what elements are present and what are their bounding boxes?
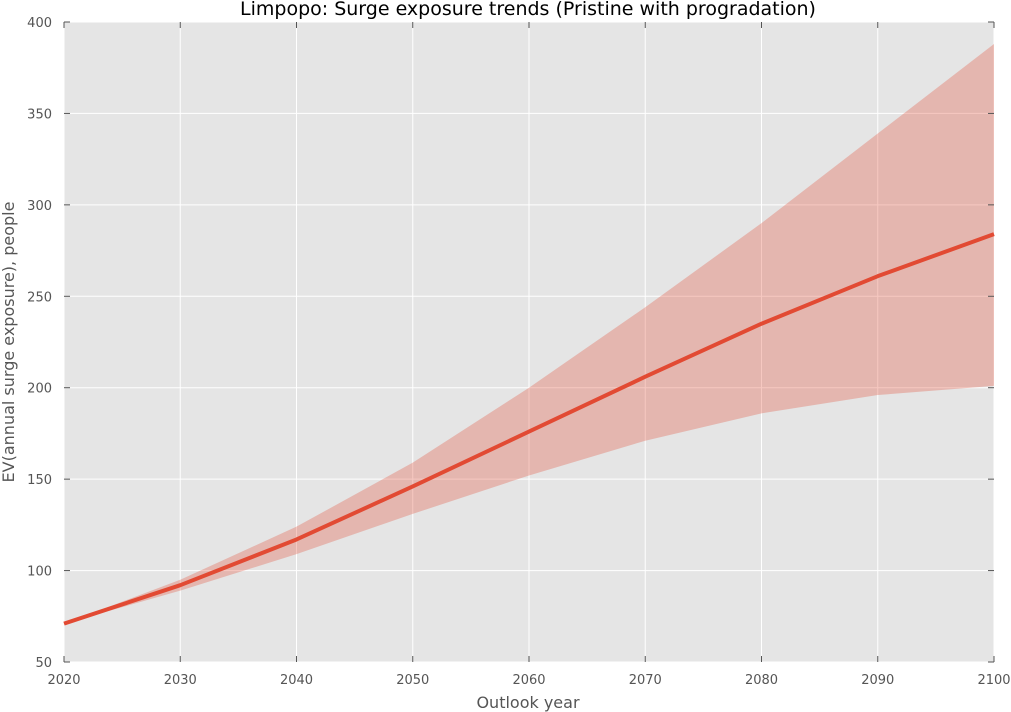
y-tick-labels: 50 100 150 200 250 300 350 400: [27, 16, 52, 671]
x-tick-label: 2020: [47, 673, 80, 688]
y-tick-label: 300: [27, 199, 52, 214]
x-tick-label: 2040: [280, 673, 313, 688]
y-axis-label: EV(annual surge exposure), people: [0, 202, 18, 483]
y-tick-label: 400: [27, 16, 52, 31]
x-tick-label: 2100: [977, 673, 1010, 688]
chart-title: Limpopo: Surge exposure trends (Pristine…: [240, 0, 816, 20]
x-tick-label: 2090: [861, 673, 894, 688]
x-tick-labels: 2020 2030 2040 2050 2060 2070 2080 2090 2100: [47, 673, 1010, 688]
x-axis-label: Outlook year: [476, 693, 580, 712]
y-tick-label: 350: [27, 107, 52, 122]
x-tick-label: 2060: [512, 673, 545, 688]
series-line: [63, 232, 995, 626]
x-tick-label: 2050: [396, 673, 429, 688]
y-tick-label: 50: [35, 656, 52, 671]
y-tick-label: 250: [27, 290, 52, 305]
y-tick-label: 200: [27, 382, 52, 397]
y-tick-label: 100: [27, 565, 52, 580]
uncertainty-band: [64, 43, 994, 624]
axis-ticks: [63, 21, 995, 663]
confidence-band: [64, 43, 994, 624]
x-tick-label: 2070: [629, 673, 662, 688]
x-tick-label: 2030: [164, 673, 197, 688]
y-tick-label: 150: [27, 473, 52, 488]
x-tick-label: 2080: [745, 673, 778, 688]
